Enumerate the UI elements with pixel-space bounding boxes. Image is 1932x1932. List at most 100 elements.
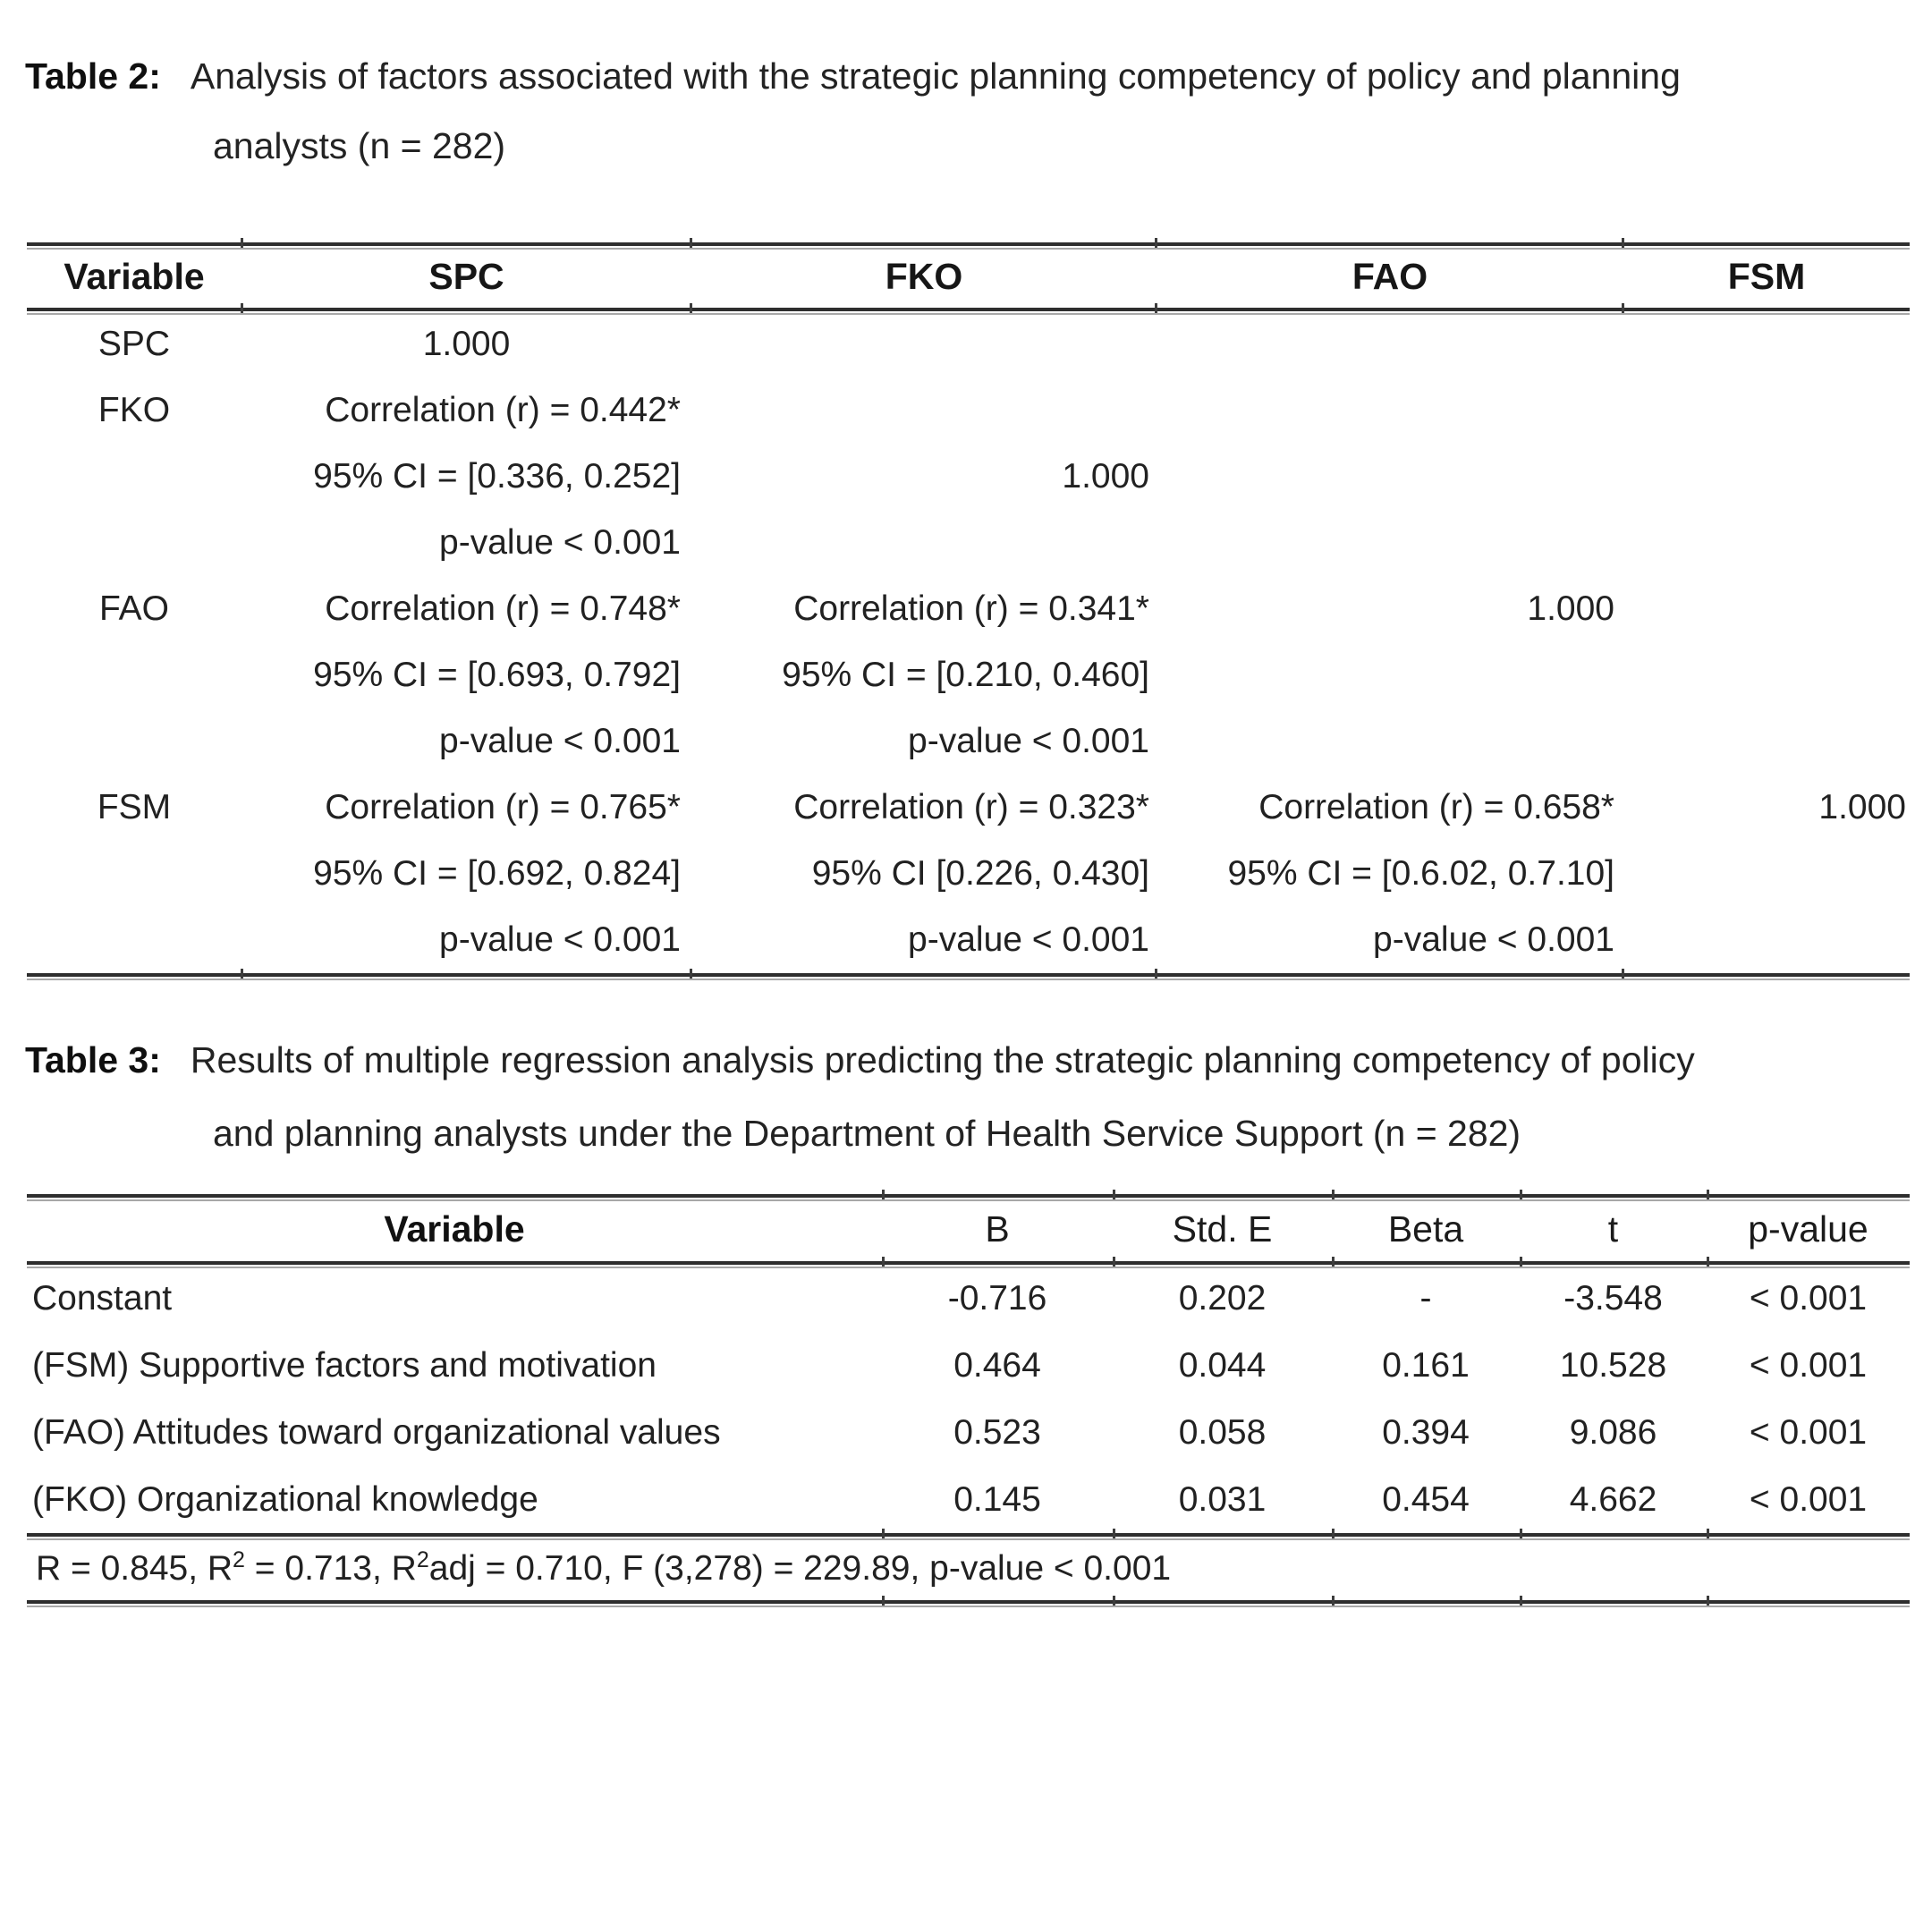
p-value: < 0.001 <box>1749 1346 1868 1385</box>
variable-name: (FSM) Supportive factors and motivation <box>32 1346 657 1385</box>
table2-row-fsm: FSM Correlation (r) = 0.765* 95% CI = [0… <box>27 775 1910 973</box>
column-tick <box>690 969 692 980</box>
column-tick <box>690 238 692 250</box>
fsm-fko-pvalue: p-value < 0.001 <box>908 920 1149 959</box>
column-tick <box>241 238 243 250</box>
column-tick <box>1155 238 1157 250</box>
stde-value: 0.044 <box>1178 1346 1267 1385</box>
column-tick <box>882 1596 885 1607</box>
table2-row-fao: FAO Correlation (r) = 0.748* 95% CI = [0… <box>27 576 1910 775</box>
p-value: < 0.001 <box>1749 1279 1868 1318</box>
table3-title-text: Results of multiple regression analysis … <box>190 1039 1695 1080</box>
column-tick <box>1520 1190 1522 1201</box>
t-value: 4.662 <box>1569 1480 1657 1519</box>
row-label-fko: FKO <box>97 391 171 429</box>
table2-row-spc: SPC 1.000 <box>27 311 1910 377</box>
fsm-fko-correlation: Correlation (r) = 0.323* <box>793 788 1149 826</box>
table2-header-fsm: FSM <box>1727 256 1806 297</box>
fsm-fao-pvalue: p-value < 0.001 <box>1373 920 1614 959</box>
table2-title-line2: analysts (n = 282) <box>213 125 506 166</box>
table3-top-rule <box>27 1190 1910 1201</box>
table3-title-line1: Table 3: Results of multiple regression a… <box>25 1036 1695 1084</box>
fsm-fko-ci: 95% CI [0.226, 0.430] <box>811 854 1149 893</box>
model-summary-text: = 0.713, R <box>244 1549 417 1588</box>
table3-header-b: B <box>985 1208 1010 1250</box>
table3-header-row: Variable B Std. E Beta t p-value <box>27 1198 1910 1261</box>
t-value: 9.086 <box>1569 1413 1657 1452</box>
table3-title-line2: and planning analysts under the Departme… <box>213 1113 1521 1154</box>
b-value: -0.716 <box>947 1279 1047 1318</box>
table3-row-fsm: (FSM) Supportive factors and motivation … <box>27 1332 1910 1399</box>
column-tick <box>1113 1529 1115 1540</box>
fao-fko-pvalue: p-value < 0.001 <box>908 722 1149 760</box>
column-tick <box>1332 1257 1335 1268</box>
table2-header-variable: Variable <box>64 256 205 297</box>
column-tick <box>1520 1257 1522 1268</box>
table2-header-fao: FAO <box>1352 256 1428 297</box>
table2: Variable SPC FKO FAO FSM SPC 1.000 FKO C… <box>27 238 1910 980</box>
column-tick <box>1622 303 1624 315</box>
fao-spc-correlation: Correlation (r) = 0.748* <box>325 589 681 628</box>
row-label-spc: SPC <box>97 325 171 363</box>
table2-title-text: Analysis of factors associated with the … <box>190 55 1681 97</box>
table3-row-fao: (FAO) Attitudes toward organizational va… <box>27 1399 1910 1466</box>
column-tick <box>690 303 692 315</box>
stde-value: 0.202 <box>1178 1279 1267 1318</box>
table2-header-row: Variable SPC FKO FAO FSM <box>27 246 1910 308</box>
row-label-fao: FAO <box>98 589 170 628</box>
table3-title-label: Table 3: <box>25 1039 161 1080</box>
column-tick <box>1707 1257 1709 1268</box>
model-summary-text: R = 0.845, R <box>36 1549 233 1588</box>
table2-row-fko: FKO Correlation (r) = 0.442* 95% CI = [0… <box>27 377 1910 576</box>
fko-fko-value: 1.000 <box>1062 457 1149 496</box>
table3-footer-rule <box>27 1529 1910 1540</box>
fsm-fao-correlation: Correlation (r) = 0.658* <box>1258 788 1614 826</box>
variable-name: (FAO) Attitudes toward organizational va… <box>32 1413 721 1452</box>
table3-bottom-rule <box>27 1596 1910 1607</box>
column-tick <box>1155 303 1157 315</box>
column-tick <box>241 303 243 315</box>
fao-fko-correlation: Correlation (r) = 0.341* <box>793 589 1149 628</box>
column-tick <box>241 969 243 980</box>
fsm-fao-ci: 95% CI = [0.6.02, 0.7.10] <box>1227 854 1614 893</box>
model-summary-text: adj = 0.710, F (3,278) = 229.89, p-value… <box>428 1549 1172 1588</box>
superscript-2: 2 <box>233 1547 245 1572</box>
b-value: 0.464 <box>953 1346 1041 1385</box>
column-tick <box>882 1529 885 1540</box>
column-tick <box>882 1190 885 1201</box>
beta-value: 0.454 <box>1382 1480 1470 1519</box>
table3-row-constant: Constant -0.716 0.202 - -3.548 < 0.001 <box>27 1265 1910 1332</box>
table2-header-spc: SPC <box>428 256 504 297</box>
fao-spc-ci: 95% CI = [0.693, 0.792] <box>313 656 681 694</box>
table2-header-rule <box>27 303 1910 315</box>
column-tick <box>1707 1529 1709 1540</box>
column-tick <box>1113 1596 1115 1607</box>
beta-value: 0.394 <box>1382 1413 1470 1452</box>
table3-header-pvalue: p-value <box>1748 1208 1868 1250</box>
table2-title-line1: Table 2: Analysis of factors associated w… <box>25 52 1681 100</box>
beta-value: 0.161 <box>1382 1346 1470 1385</box>
variable-name: Constant <box>32 1279 173 1318</box>
row-label-fsm: FSM <box>97 788 172 826</box>
variable-name: (FKO) Organizational knowledge <box>32 1480 538 1519</box>
beta-value: - <box>1419 1279 1432 1318</box>
column-tick <box>1113 1257 1115 1268</box>
column-tick <box>1520 1529 1522 1540</box>
table2-header-fko: FKO <box>885 256 963 297</box>
column-tick <box>882 1257 885 1268</box>
table3-header-rule <box>27 1257 1910 1268</box>
table3-header-t: t <box>1607 1208 1619 1250</box>
table3-row-fko: (FKO) Organizational knowledge 0.145 0.0… <box>27 1466 1910 1533</box>
column-tick <box>1622 969 1624 980</box>
table3-header-stde: Std. E <box>1172 1208 1273 1250</box>
column-tick <box>1707 1190 1709 1201</box>
stde-value: 0.058 <box>1178 1413 1267 1452</box>
t-value: -3.548 <box>1563 1279 1663 1318</box>
column-tick <box>1155 969 1157 980</box>
table3-header-variable: Variable <box>384 1208 525 1250</box>
column-tick <box>1707 1596 1709 1607</box>
table2-title-label: Table 2: <box>25 55 161 97</box>
p-value: < 0.001 <box>1749 1480 1868 1519</box>
p-value: < 0.001 <box>1749 1413 1868 1452</box>
